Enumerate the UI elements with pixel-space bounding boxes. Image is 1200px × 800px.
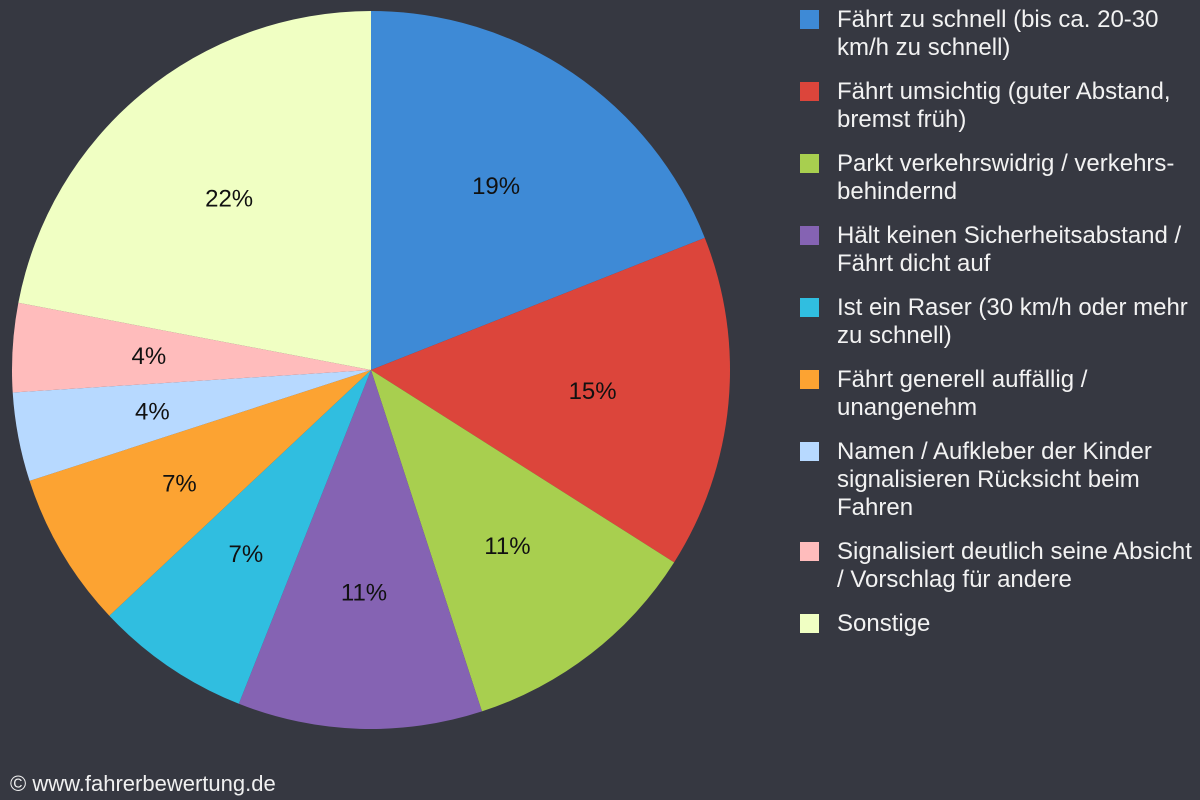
- slice-percent-label: 15%: [569, 378, 617, 405]
- legend-item: Signalisiert deutlich seine Absicht / Vo…: [800, 538, 1200, 594]
- legend-item: Fährt zu schnell (bis ca. 20-30 km/h zu …: [800, 6, 1200, 62]
- pie-chart: 19% 15% 11% 11% 7% 7% 4% 4% 22%: [11, 10, 730, 729]
- legend-label: Parkt verkehrswidrig / verkehrs-behinder…: [837, 150, 1175, 205]
- legend-item: Parkt verkehrswidrig / verkehrs-behinder…: [800, 150, 1200, 206]
- slice-percent-label: 7%: [162, 470, 197, 497]
- legend-item: Hält keinen Sicherheitsabstand / Fährt d…: [800, 222, 1200, 278]
- legend-label: Namen / Aufkleber der Kinder signalisier…: [837, 438, 1152, 521]
- legend-item: Fährt umsichtig (guter Abstand, bremst f…: [800, 78, 1200, 134]
- legend-swatch-icon: [800, 542, 819, 561]
- legend-swatch-icon: [800, 614, 819, 633]
- slice-percent-label: 11%: [484, 533, 530, 560]
- legend-swatch-icon: [800, 226, 819, 245]
- pie-slice: [371, 11, 705, 370]
- slice-percent-label: 4%: [135, 399, 170, 426]
- slice-percent-label: 4%: [132, 343, 167, 370]
- pie-slice: [11, 302, 371, 393]
- pie-slice: [109, 370, 371, 704]
- pie-slice: [12, 370, 371, 481]
- pie-slice: [371, 237, 730, 563]
- legend-label: Ist ein Raser (30 km/h oder mehr zu schn…: [837, 294, 1188, 349]
- pie-slice: [29, 370, 372, 616]
- copyright-footer: © www.fahrerbewertung.de: [10, 771, 276, 796]
- legend-swatch-icon: [800, 82, 819, 101]
- pie-slice: [18, 10, 371, 370]
- legend-swatch-icon: [800, 154, 819, 173]
- slice-percent-label: 7%: [229, 541, 264, 568]
- legend-label: Fährt generell auffällig / unangenehm: [837, 366, 1088, 421]
- legend-swatch-icon: [800, 298, 819, 317]
- legend-item: Namen / Aufkleber der Kinder signalisier…: [800, 438, 1200, 522]
- legend-label: Hält keinen Sicherheitsabstand / Fährt d…: [837, 222, 1182, 277]
- legend-item: Sonstige: [800, 610, 1200, 638]
- slice-percent-label: 19%: [472, 173, 520, 200]
- legend-swatch-icon: [800, 370, 819, 389]
- legend-label: Sonstige: [837, 610, 931, 637]
- slice-percent-label: 11%: [341, 579, 387, 606]
- slice-percent-label: 22%: [205, 185, 253, 212]
- legend-label: Signalisiert deutlich seine Absicht / Vo…: [837, 538, 1192, 593]
- legend-item: Ist ein Raser (30 km/h oder mehr zu schn…: [800, 294, 1200, 350]
- pie-slice: [371, 370, 675, 712]
- legend-swatch-icon: [800, 10, 819, 29]
- legend-swatch-icon: [800, 442, 819, 461]
- legend: Fährt zu schnell (bis ca. 20-30 km/h zu …: [800, 6, 1200, 654]
- legend-label: Fährt zu schnell (bis ca. 20-30 km/h zu …: [837, 6, 1159, 61]
- pie-slice: [238, 370, 482, 729]
- legend-item: Fährt generell auffällig / unangenehm: [800, 366, 1200, 422]
- legend-label: Fährt umsichtig (guter Abstand, bremst f…: [837, 78, 1171, 133]
